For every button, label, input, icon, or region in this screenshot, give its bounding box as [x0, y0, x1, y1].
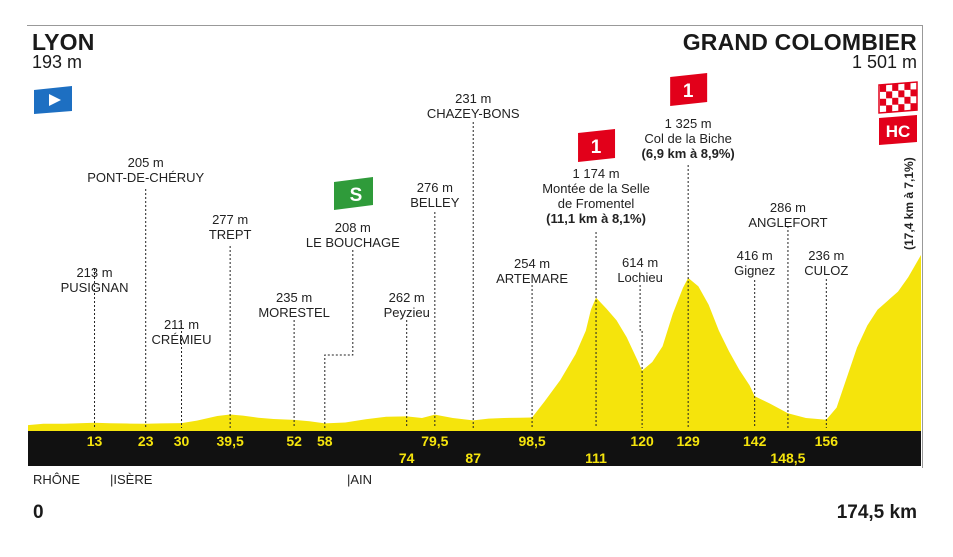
final-climb-grade: (17,4 km à 7,1%) [902, 157, 916, 250]
start-altitude: 193 m [32, 52, 83, 72]
start-city: LYON [32, 29, 95, 55]
km-label-8: 87 [465, 450, 481, 466]
finish-flag-check [892, 84, 899, 91]
chart-frame [27, 25, 923, 468]
marker-name-1: PONT-DE-CHÉRUY [87, 170, 204, 185]
start-flag-arrow-icon [49, 94, 61, 106]
finish-flag-check [904, 96, 911, 104]
finish-city: GRAND COLOMBIER [682, 29, 917, 55]
marker-name-6: Peyzieu [384, 305, 430, 320]
marker-name-2: CRÉMIEU [152, 332, 212, 347]
km-label-7: 79,5 [421, 433, 448, 449]
km-label-1: 23 [138, 433, 154, 449]
km-label-0: 13 [87, 433, 103, 449]
km-label-11: 120 [630, 433, 654, 449]
marker-altitude-0: 213 m [76, 265, 112, 280]
km-label-2: 30 [174, 433, 190, 449]
elevation-profile-area [28, 255, 921, 431]
marker-name-14: ANGLEFORT [748, 215, 827, 230]
finish-flag-check [898, 104, 905, 112]
marker-name-10: de Fromentel [558, 196, 635, 211]
marker-altitude-10: 1 174 m [573, 166, 620, 181]
km-label-12: 129 [676, 433, 700, 449]
total-distance: 174,5 km [836, 502, 917, 523]
marker-name-3: TREPT [209, 227, 252, 242]
climb-category-flag-icon [578, 129, 616, 162]
finish-flag-check [892, 97, 899, 105]
km-label-10: 111 [585, 450, 607, 466]
leader-line-11 [639, 285, 643, 428]
marker-altitude-8: 231 m [455, 91, 491, 106]
marker-altitude-9: 254 m [514, 256, 550, 271]
marker-grade-12: (6,9 km à 8,9%) [642, 146, 735, 161]
km-label-15: 156 [815, 433, 839, 449]
marker-name-15: CULOZ [804, 263, 848, 278]
marker-name-13: Gignez [734, 263, 775, 278]
km-label-5: 58 [317, 433, 333, 449]
marker-name-12: Col de la Biche [644, 131, 731, 146]
finish-flag-check [886, 91, 893, 99]
finish-flag-check [904, 83, 911, 90]
finish-flag-check [898, 90, 905, 98]
marker-altitude-1: 205 m [128, 155, 164, 170]
marker-name-10: Montée de la Selle [542, 181, 650, 196]
leader-line-5 [324, 250, 354, 428]
marker-name-0: PUSIGNAN [61, 280, 129, 295]
climb-category-label: 1 [683, 81, 694, 102]
finish-flag-check [910, 89, 917, 97]
sprint-flag-icon [334, 177, 373, 210]
marker-altitude-15: 236 m [808, 248, 844, 263]
department-isere: |ISÈRE [110, 472, 153, 487]
marker-altitude-3: 277 m [212, 212, 248, 227]
finish-altitude: 1 501 m [851, 52, 917, 72]
marker-name-8: CHAZEY-BONS [427, 106, 520, 121]
finish-flag-check [880, 85, 887, 92]
start-distance: 0 [33, 502, 44, 523]
finish-flag-check [886, 105, 893, 113]
marker-name-9: ARTEMARE [496, 271, 568, 286]
hc-climb-flag-icon [879, 115, 917, 145]
department-ain: |AIN [347, 472, 373, 487]
marker-altitude-5: 208 m [335, 220, 371, 235]
km-label-14: 148,5 [770, 450, 805, 466]
marker-name-4: MORESTEL [258, 305, 330, 320]
climb-category-label: 1 [591, 137, 602, 158]
marker-altitude-13: 416 m [737, 248, 773, 263]
marker-altitude-6: 262 m [389, 290, 425, 305]
sprint-label: S [350, 185, 363, 206]
marker-name-5: LE BOUCHAGE [306, 235, 400, 250]
marker-altitude-12: 1 325 m [665, 116, 712, 131]
distance-band [28, 431, 921, 466]
marker-name-7: BELLEY [410, 195, 459, 210]
hc-climb-label: HC [886, 122, 911, 141]
marker-altitude-4: 235 m [276, 290, 312, 305]
marker-altitude-2: 211 m [164, 317, 199, 332]
km-label-9: 98,5 [518, 433, 545, 449]
finish-flag-check [910, 103, 917, 111]
finish-flag-check [880, 98, 887, 106]
marker-altitude-14: 286 m [770, 200, 806, 215]
km-label-3: 39,5 [217, 433, 244, 449]
km-label-6: 74 [399, 450, 415, 466]
department-rhone: RHÔNE [33, 472, 80, 487]
marker-altitude-11: 614 m [622, 255, 658, 270]
km-label-4: 52 [286, 433, 302, 449]
marker-altitude-7: 276 m [417, 180, 453, 195]
climb-category-flag-icon [670, 73, 708, 106]
km-label-13: 142 [743, 433, 767, 449]
marker-name-11: Lochieu [617, 270, 663, 285]
marker-grade-10: (11,1 km à 8,1%) [546, 211, 646, 226]
